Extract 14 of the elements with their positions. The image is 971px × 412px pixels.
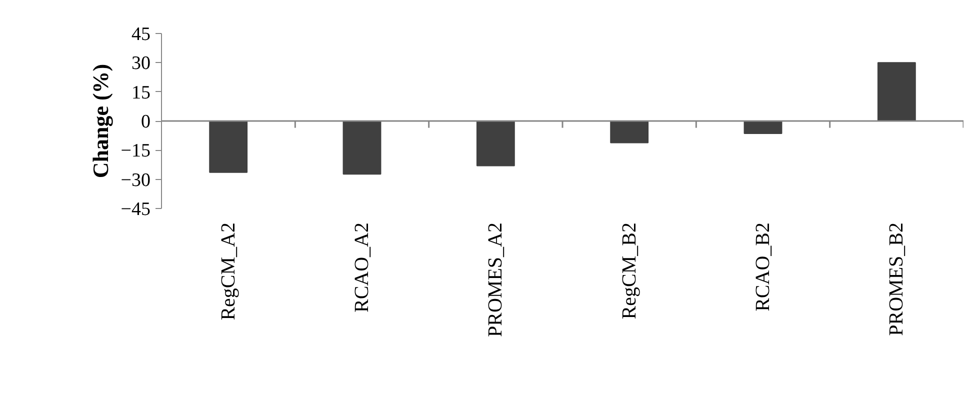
x-tick-label: PROMES_A2 <box>484 222 507 337</box>
y-tick-label: 45 <box>132 24 150 45</box>
x-tick-label: RegCM_A2 <box>217 222 240 320</box>
x-tick-label: RegCM_B2 <box>618 222 640 320</box>
y-tick-label: 0 <box>141 112 150 132</box>
y-tick-label: −45 <box>120 199 151 220</box>
y-tick-label: −30 <box>120 170 151 191</box>
y-tick-label: 15 <box>132 82 150 104</box>
x-tick-label: RCAO_A2 <box>351 222 373 313</box>
y-tick-label: 30 <box>132 53 150 74</box>
y-tick-label: −15 <box>120 140 151 162</box>
x-tick-label: RCAO_B2 <box>752 222 774 312</box>
y-axis-title: Change (%) <box>88 64 113 178</box>
x-tick-label: PROMES_B2 <box>886 222 908 336</box>
